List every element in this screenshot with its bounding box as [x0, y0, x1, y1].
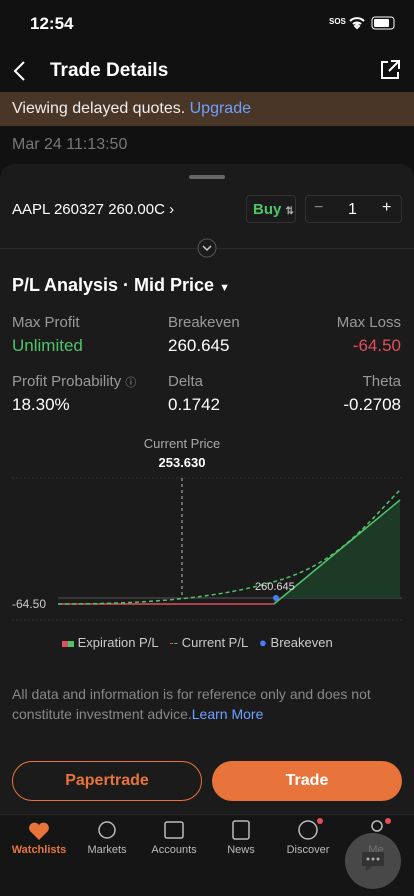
- banner-message: Viewing delayed quotes.: [12, 100, 186, 117]
- stat-label: Max Profit: [12, 314, 80, 331]
- expand-button[interactable]: [197, 238, 217, 258]
- tab[interactable]: Watchlists: [11, 844, 67, 856]
- papertrade-button[interactable]: Papertrade: [12, 761, 202, 801]
- analysis-title[interactable]: P/L Analysis · Mid Price ▼: [12, 275, 230, 295]
- minus[interactable]: −: [314, 199, 324, 216]
- banner: [0, 92, 414, 126]
- page-title: Trade Details: [50, 60, 169, 81]
- stat-value: 0.1742: [168, 395, 220, 414]
- status-icons: [349, 16, 395, 30]
- plus[interactable]: +: [382, 199, 392, 216]
- back-button[interactable]: [10, 60, 30, 82]
- timestamp: Mar 24 11:13:50: [12, 136, 128, 153]
- contract[interactable]: AAPL 260327 260.00C ›: [12, 201, 175, 218]
- tab[interactable]: Markets: [87, 844, 127, 856]
- breakeven-label: 260.645: [255, 581, 295, 593]
- disclaimer: All data and information is for referenc…: [12, 684, 402, 724]
- side: Buy: [253, 201, 282, 218]
- share-button[interactable]: [378, 58, 402, 82]
- stat-value: 260.645: [168, 336, 230, 355]
- contract-name: AAPL 260327 260.00C: [12, 201, 165, 218]
- learn-more[interactable]: Learn More: [191, 706, 264, 722]
- quantity: 1: [348, 201, 357, 218]
- pl-chart: [12, 477, 402, 621]
- legend-item: Current P/L: [181, 635, 249, 650]
- legend-item: Expiration P/L: [77, 635, 159, 650]
- disclaimer-text: All data and information is for referenc…: [12, 686, 371, 722]
- upgrade-link[interactable]: Upgrade: [189, 100, 251, 117]
- current-price-label: Current Price: [143, 436, 221, 451]
- quantity-stepper[interactable]: − 1 +: [305, 195, 402, 223]
- tab-icons: [29, 818, 391, 840]
- stat-label-text: Profit Probability: [12, 373, 122, 390]
- drag-handle: [189, 175, 225, 179]
- panel: [0, 164, 414, 814]
- stat-value: -0.2708: [343, 395, 401, 414]
- current-price: 253.630: [158, 455, 206, 470]
- stat-label: Max Loss: [336, 314, 401, 331]
- stat-value: Unlimited: [12, 336, 83, 355]
- clock: 12:54: [30, 14, 74, 33]
- stat-label: Delta: [168, 373, 204, 390]
- legend: Expiration P/L -- Current P/L ● Breakeve…: [62, 635, 333, 650]
- sos: SOS: [329, 17, 346, 26]
- legend-item: Breakeven: [270, 635, 333, 650]
- stat-label: Profit Probability ⓘ: [12, 373, 137, 390]
- banner-text: Viewing delayed quotes. Upgrade: [12, 100, 251, 118]
- chat-bubble[interactable]: [345, 833, 401, 889]
- side-toggle[interactable]: Buy ⇅: [246, 195, 296, 223]
- stat-label: Breakeven: [168, 314, 240, 331]
- tab[interactable]: News: [227, 844, 255, 856]
- stat-value: -64.50: [352, 336, 401, 355]
- tab[interactable]: Discover: [286, 844, 330, 856]
- analysis-heading: P/L Analysis · Mid Price: [12, 275, 215, 295]
- min-label: -64.50: [12, 597, 47, 611]
- tab[interactable]: Accounts: [151, 844, 197, 856]
- stat-value: 18.30%: [12, 395, 70, 414]
- stat-label: Theta: [362, 373, 401, 390]
- trade-button[interactable]: Trade: [212, 761, 402, 801]
